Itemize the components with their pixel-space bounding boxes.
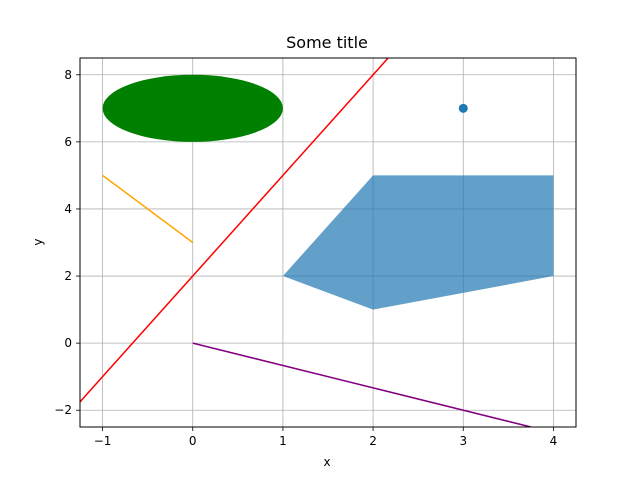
plot-contents [80, 58, 554, 427]
orange-line [102, 174, 194, 244]
x-tick-label: −1 [94, 434, 112, 448]
x-tick-label: 3 [459, 434, 467, 448]
blue-polygon [282, 175, 554, 310]
x-axis-ticks: −1 0 1 2 3 4 [94, 427, 558, 448]
red-line [80, 58, 390, 403]
y-tick-label: 8 [64, 68, 72, 82]
grid-lines [80, 58, 576, 427]
chart-title: Some title [286, 33, 368, 52]
y-tick-label: 2 [64, 269, 72, 283]
y-axis-label: y [31, 238, 45, 245]
y-tick-label: 0 [64, 336, 72, 350]
x-axis-label: x [323, 455, 330, 469]
x-tick-label: 2 [369, 434, 377, 448]
x-tick-label: 1 [279, 434, 287, 448]
green-ellipse [102, 74, 283, 142]
plot-frame [79, 57, 577, 428]
scatter-point [458, 103, 468, 113]
y-tick-label: 4 [64, 202, 72, 216]
purple-line [192, 342, 532, 427]
x-tick-label: 0 [189, 434, 197, 448]
y-tick-label: −2 [54, 403, 72, 417]
x-tick-label: 4 [550, 434, 558, 448]
y-tick-label: 6 [64, 135, 72, 149]
y-axis-ticks: −2 0 2 4 6 8 [54, 68, 80, 417]
